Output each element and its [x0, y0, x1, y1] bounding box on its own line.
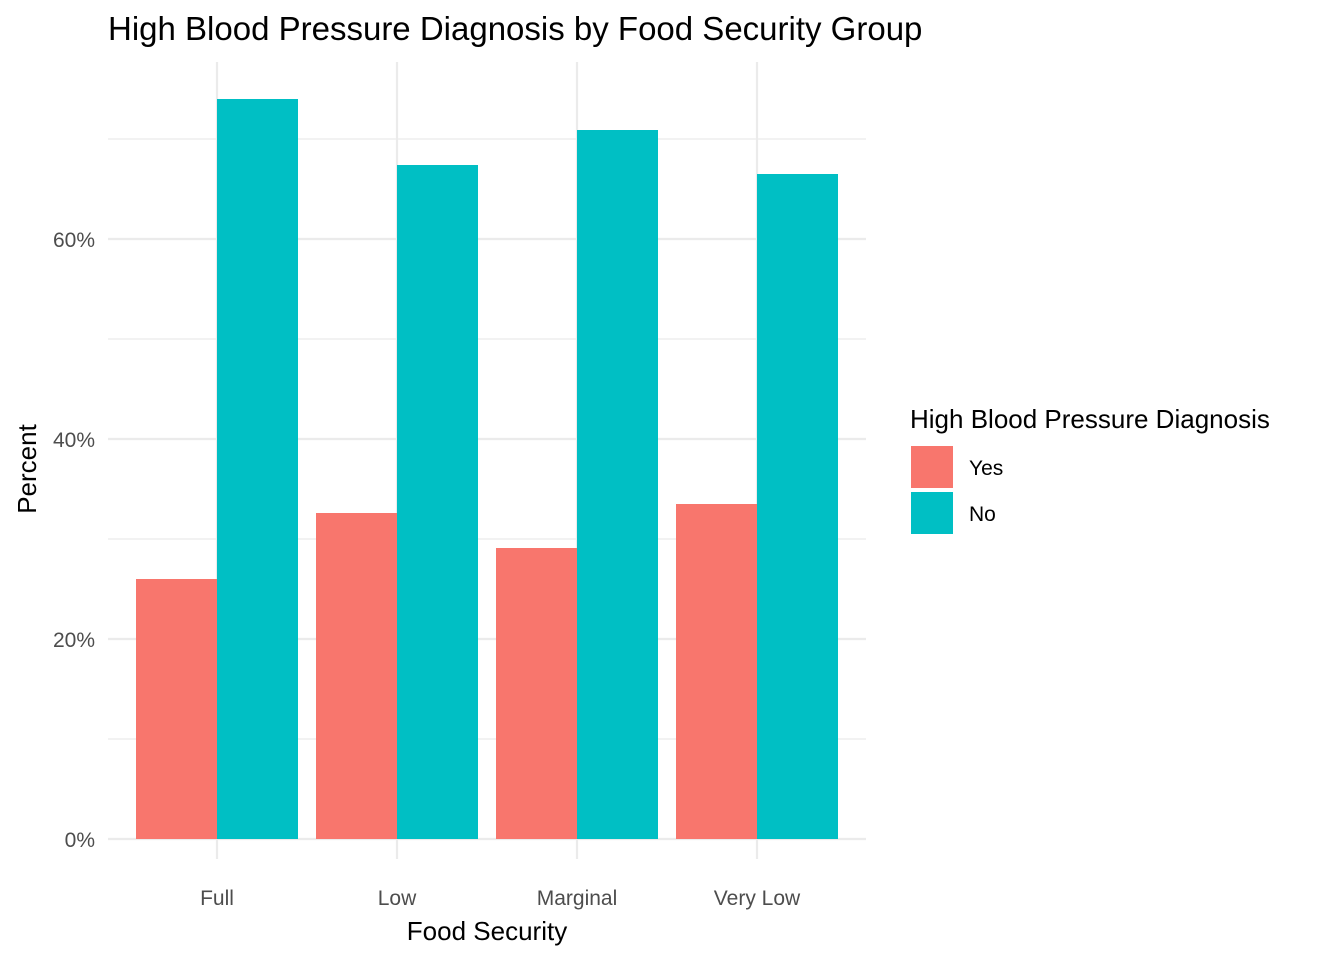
x-tick-label: Full: [200, 887, 234, 910]
bars: [136, 99, 838, 839]
legend-label-yes: Yes: [969, 457, 1003, 480]
bar-no-low: [397, 165, 478, 839]
y-axis-tick-labels: 0% 20% 40% 60%: [53, 229, 95, 852]
bar-yes-very-low: [676, 504, 757, 839]
x-tick-label: Marginal: [537, 887, 618, 910]
x-axis-title: Food Security: [407, 916, 567, 946]
legend-items: Yes No: [911, 446, 1003, 534]
legend-key-yes: [911, 446, 953, 488]
legend: High Blood Pressure Diagnosis Yes No: [910, 404, 1270, 534]
bar-yes-marginal: [496, 548, 577, 839]
chart-title: High Blood Pressure Diagnosis by Food Se…: [108, 10, 922, 47]
y-axis-title: Percent: [12, 423, 42, 513]
x-axis-tick-labels: Full Low Marginal Very Low: [200, 887, 801, 910]
x-tick-label: Very Low: [714, 887, 801, 910]
legend-key-no: [911, 492, 953, 534]
y-tick-label: 60%: [53, 229, 95, 252]
legend-title: High Blood Pressure Diagnosis: [910, 404, 1270, 434]
y-tick-label: 40%: [53, 429, 95, 452]
bar-no-full: [217, 99, 298, 839]
bar-yes-full: [136, 579, 217, 839]
x-tick-label: Low: [378, 887, 417, 910]
y-tick-label: 20%: [53, 629, 95, 652]
legend-label-no: No: [969, 503, 996, 526]
bar-no-very-low: [757, 174, 838, 839]
y-tick-label: 0%: [65, 829, 95, 852]
bar-no-marginal: [577, 130, 658, 839]
bar-yes-low: [316, 513, 397, 839]
